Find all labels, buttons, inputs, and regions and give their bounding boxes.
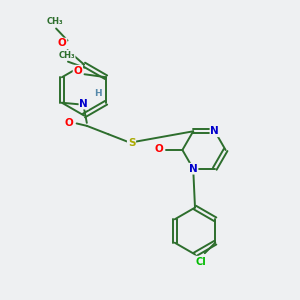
Text: N: N	[80, 99, 88, 109]
Text: O: O	[74, 66, 82, 76]
Text: O: O	[58, 38, 67, 49]
Text: Cl: Cl	[196, 256, 206, 267]
Text: O: O	[64, 118, 73, 128]
Text: O: O	[155, 144, 164, 154]
Text: CH₃: CH₃	[46, 17, 63, 26]
Text: H: H	[94, 89, 102, 98]
Text: CH₃: CH₃	[58, 50, 75, 59]
Text: N: N	[189, 164, 198, 174]
Text: N: N	[210, 126, 219, 136]
Text: S: S	[128, 138, 135, 148]
